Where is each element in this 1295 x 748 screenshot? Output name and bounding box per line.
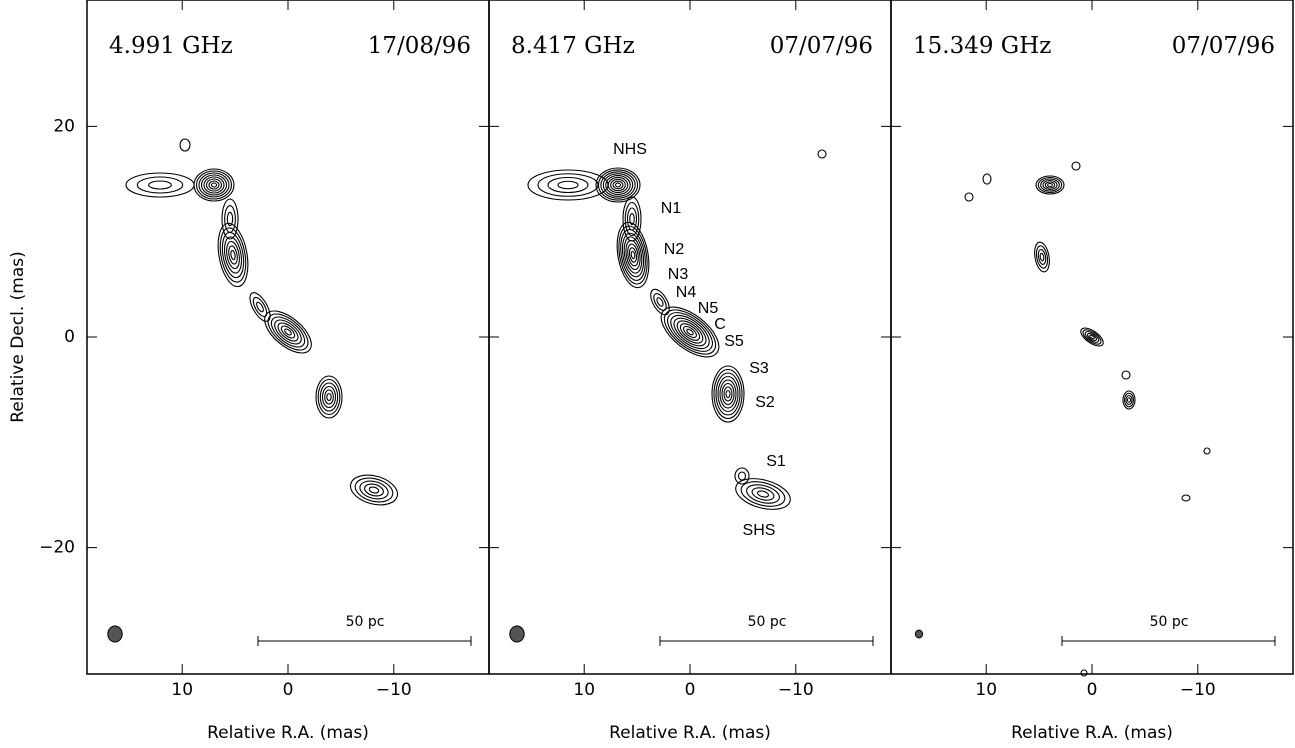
date: 07/07/96 <box>770 33 873 59</box>
contour <box>318 380 340 415</box>
frequency: 8.417 GHz <box>511 33 635 59</box>
scale-label: 50 pc <box>748 614 787 630</box>
x-tick-label: −10 <box>1180 680 1216 700</box>
x-tick-label: 10 <box>573 680 595 700</box>
beam <box>108 626 122 642</box>
contour <box>1182 495 1190 501</box>
x-tick-label: 10 <box>171 680 193 700</box>
component-label: SHS <box>743 522 776 539</box>
component-label: N4 <box>676 284 697 301</box>
scale-label: 50 pc <box>1150 614 1189 630</box>
x-tick-label: −10 <box>376 680 412 700</box>
contour <box>149 181 172 189</box>
contour <box>347 470 401 509</box>
contour <box>558 181 578 189</box>
contour <box>216 226 249 284</box>
contour <box>230 250 236 260</box>
panel: 10 0 −10 Relative R.A. (mas) 15.349 GHz 07/07… <box>891 0 1293 743</box>
contour <box>735 468 749 484</box>
contour <box>214 221 253 289</box>
x-axis-label: Relative R.A. (mas) <box>1011 723 1173 743</box>
y-axis-label: Relative Decl. (mas) <box>8 251 28 423</box>
component-label: N1 <box>661 200 682 217</box>
contour <box>647 286 673 317</box>
panel: 10 0 −10 20 0 −20 Relative R.A. (mas) Relative … <box>8 0 489 743</box>
date: 17/08/96 <box>368 33 471 59</box>
contour <box>745 482 782 507</box>
contour <box>212 183 217 187</box>
component-label: N5 <box>698 300 719 317</box>
contour <box>616 183 621 187</box>
component-label: C <box>714 316 726 333</box>
y-tick-label: 20 <box>53 116 75 136</box>
contour <box>598 170 637 200</box>
x-tick-label: 0 <box>283 680 294 700</box>
contour <box>1040 253 1045 261</box>
contour <box>606 176 630 195</box>
beam <box>510 626 524 642</box>
contour <box>1204 448 1210 454</box>
contour <box>712 366 744 422</box>
beam <box>915 630 922 638</box>
contour <box>818 150 826 158</box>
contour <box>1038 178 1061 193</box>
contour <box>180 139 190 151</box>
contour <box>619 232 646 279</box>
contour <box>1081 670 1087 676</box>
frequency: 4.991 GHz <box>109 33 233 59</box>
contour <box>1048 184 1053 187</box>
x-tick-label: 0 <box>1087 680 1098 700</box>
contour <box>1128 398 1131 403</box>
contour <box>615 224 651 286</box>
component-label: N2 <box>664 241 685 258</box>
y-tick-label: 0 <box>64 327 75 347</box>
contour <box>613 181 623 189</box>
date: 07/07/96 <box>1172 33 1275 59</box>
contour <box>194 169 234 201</box>
component-label: S3 <box>749 360 769 377</box>
contour <box>209 181 219 189</box>
contour <box>1122 371 1130 379</box>
contour <box>1126 396 1132 405</box>
contour <box>724 387 732 401</box>
contour <box>358 478 390 502</box>
figure: 10 0 −10 20 0 −20 Relative R.A. (mas) Relative … <box>0 0 1295 748</box>
contour <box>631 251 636 259</box>
x-tick-label: 10 <box>975 680 997 700</box>
contour <box>726 391 730 398</box>
x-axis-label: Relative R.A. (mas) <box>609 723 771 743</box>
contour <box>327 394 331 401</box>
contour <box>246 290 274 325</box>
component-label: S1 <box>766 453 786 470</box>
contour <box>757 490 769 498</box>
contour <box>983 174 991 184</box>
contour <box>739 472 746 480</box>
frequency: 15.349 GHz <box>913 33 1051 59</box>
contour <box>1045 182 1054 188</box>
contour <box>202 175 227 195</box>
component-label: NHS <box>613 141 647 158</box>
x-tick-label: 0 <box>685 680 696 700</box>
contour <box>651 292 668 313</box>
x-axis-label: Relative R.A. (mas) <box>207 723 369 743</box>
contour <box>251 295 270 318</box>
component-label: S5 <box>724 333 744 350</box>
contour <box>353 474 396 506</box>
contour <box>369 486 380 494</box>
contour <box>325 390 334 404</box>
contour <box>718 377 738 412</box>
scale-label: 50 pc <box>346 614 385 630</box>
component-label: S2 <box>755 394 775 411</box>
contour <box>548 178 588 193</box>
contour <box>1072 162 1080 170</box>
panel: 10 0 −10 Relative R.A. (mas) 8.417 GHz 07/07/… <box>489 0 891 743</box>
y-tick-label: −20 <box>39 538 75 558</box>
contour <box>137 177 182 193</box>
plot-frame <box>891 0 1293 674</box>
contour <box>1078 325 1106 350</box>
component-label: N3 <box>668 266 689 283</box>
contour <box>965 193 973 201</box>
x-tick-label: −10 <box>778 680 814 700</box>
